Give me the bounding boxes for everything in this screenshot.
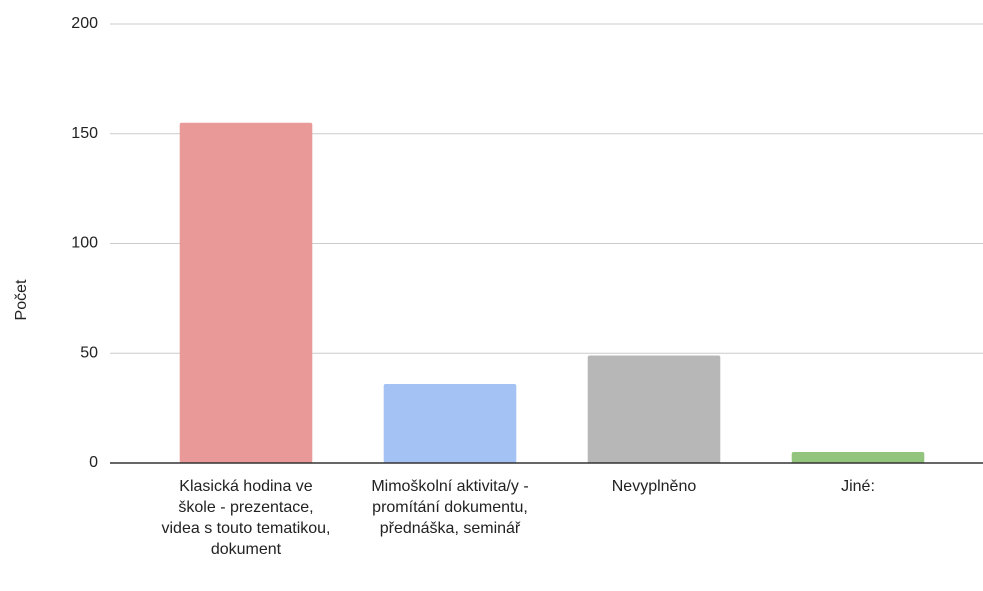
y-tick-label: 0 — [89, 454, 98, 471]
y-tick-label: 200 — [71, 15, 98, 32]
x-tick-label: Klasická hodina ve škole - prezentace, v… — [161, 478, 331, 558]
y-axis-title: Počet — [13, 279, 30, 320]
bar — [179, 122, 313, 464]
bar — [383, 383, 517, 463]
bar — [587, 355, 721, 463]
y-tick-label: 150 — [71, 125, 98, 142]
bar — [791, 452, 925, 463]
y-tick-label: 100 — [71, 235, 98, 252]
x-tick-label: Jiné: — [841, 478, 875, 495]
y-tick-label: 50 — [80, 344, 98, 361]
x-tick-label: Nevyplněno — [611, 478, 697, 495]
x-tick-label: Mimoškolní aktivita/y - promítání dokume… — [371, 478, 529, 537]
